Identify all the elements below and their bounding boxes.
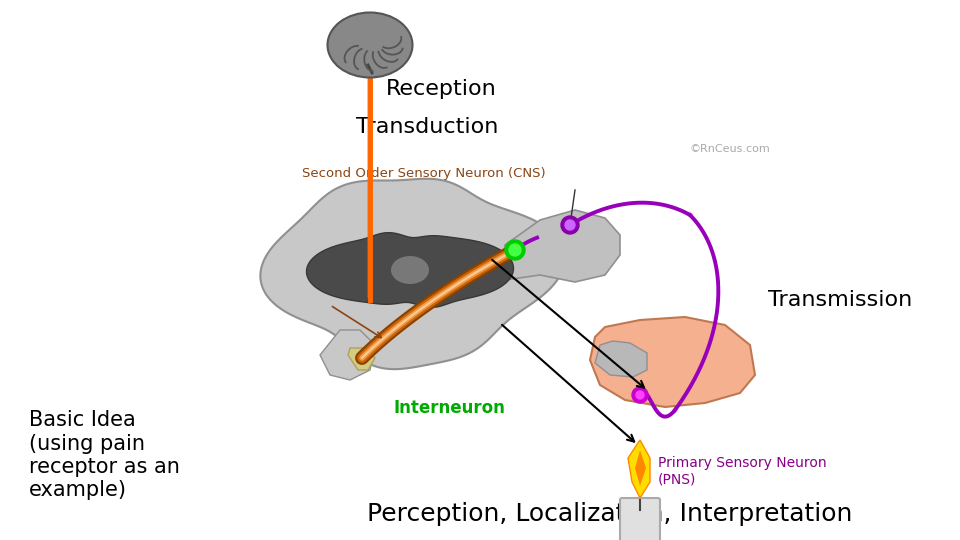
Circle shape <box>565 220 575 230</box>
Text: Perception, Localization, Interpretation: Perception, Localization, Interpretation <box>367 502 852 526</box>
FancyBboxPatch shape <box>620 498 660 540</box>
Circle shape <box>561 216 579 234</box>
Circle shape <box>636 391 644 399</box>
Polygon shape <box>505 210 620 282</box>
Ellipse shape <box>327 12 413 78</box>
Circle shape <box>509 244 521 256</box>
Polygon shape <box>635 450 646 486</box>
Text: Interneuron: Interneuron <box>394 399 506 417</box>
Polygon shape <box>590 317 755 407</box>
Text: Transduction: Transduction <box>356 117 498 137</box>
Text: Primary Sensory Neuron
(PNS): Primary Sensory Neuron (PNS) <box>658 456 827 487</box>
Text: Reception: Reception <box>386 79 497 99</box>
Text: Second Order Sensory Neuron (CNS): Second Order Sensory Neuron (CNS) <box>302 167 546 180</box>
Text: ©RnCeus.com: ©RnCeus.com <box>689 144 770 153</box>
Polygon shape <box>348 348 375 370</box>
Circle shape <box>632 387 648 403</box>
Polygon shape <box>260 179 564 369</box>
Polygon shape <box>595 341 647 377</box>
Text: Transmission: Transmission <box>768 289 912 310</box>
Polygon shape <box>306 233 514 307</box>
Polygon shape <box>320 330 375 380</box>
Ellipse shape <box>391 256 429 284</box>
Polygon shape <box>628 440 650 498</box>
Text: Basic Idea
(using pain
receptor as an
example): Basic Idea (using pain receptor as an ex… <box>29 410 180 500</box>
Circle shape <box>505 240 525 260</box>
